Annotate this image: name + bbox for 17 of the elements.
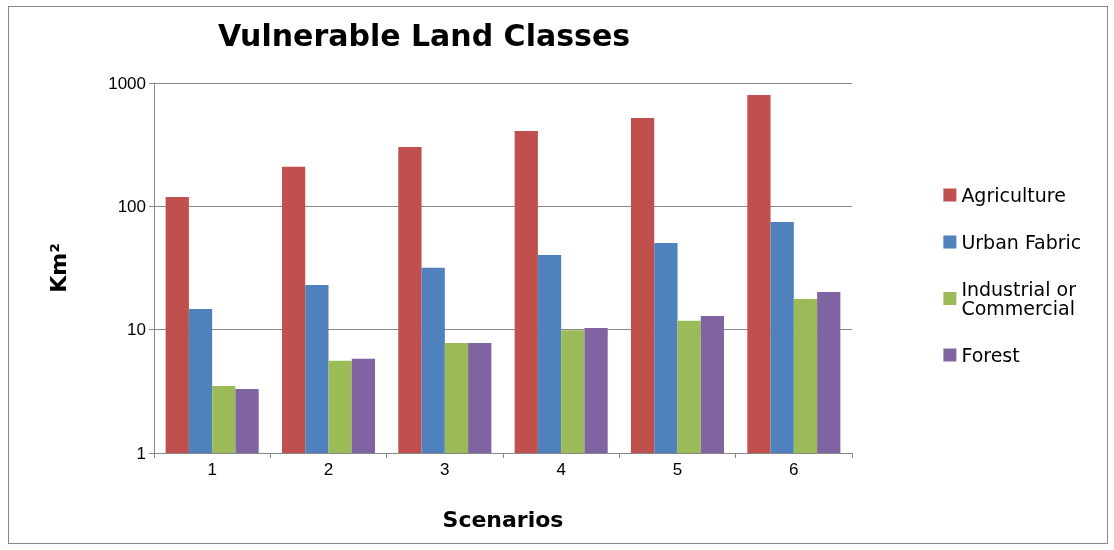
- x-axis-title: Scenarios: [442, 506, 564, 532]
- y-axis-title: Km²: [45, 243, 71, 293]
- legend-label: Industrial or Commercial: [961, 278, 1082, 319]
- y-tick-label: 1: [136, 443, 146, 463]
- y-tick-label: 100: [117, 196, 146, 216]
- x-tick-label: 5: [672, 460, 683, 479]
- y-tick-label: 10: [127, 320, 146, 340]
- x-tick-label: 6: [789, 460, 799, 479]
- x-tick-label: 1: [207, 460, 217, 479]
- legend-label: Forest: [961, 344, 1020, 366]
- x-tick-label: 3: [440, 460, 450, 479]
- y-tick-label: 1000: [108, 73, 146, 93]
- x-tick-label: 2: [323, 460, 334, 479]
- chart-title: Vulnerable Land Classes: [217, 17, 631, 53]
- legend-label: Agriculture: [961, 184, 1066, 206]
- legend-label: Urban Fabric: [961, 231, 1082, 253]
- x-tick-label: 4: [556, 460, 566, 479]
